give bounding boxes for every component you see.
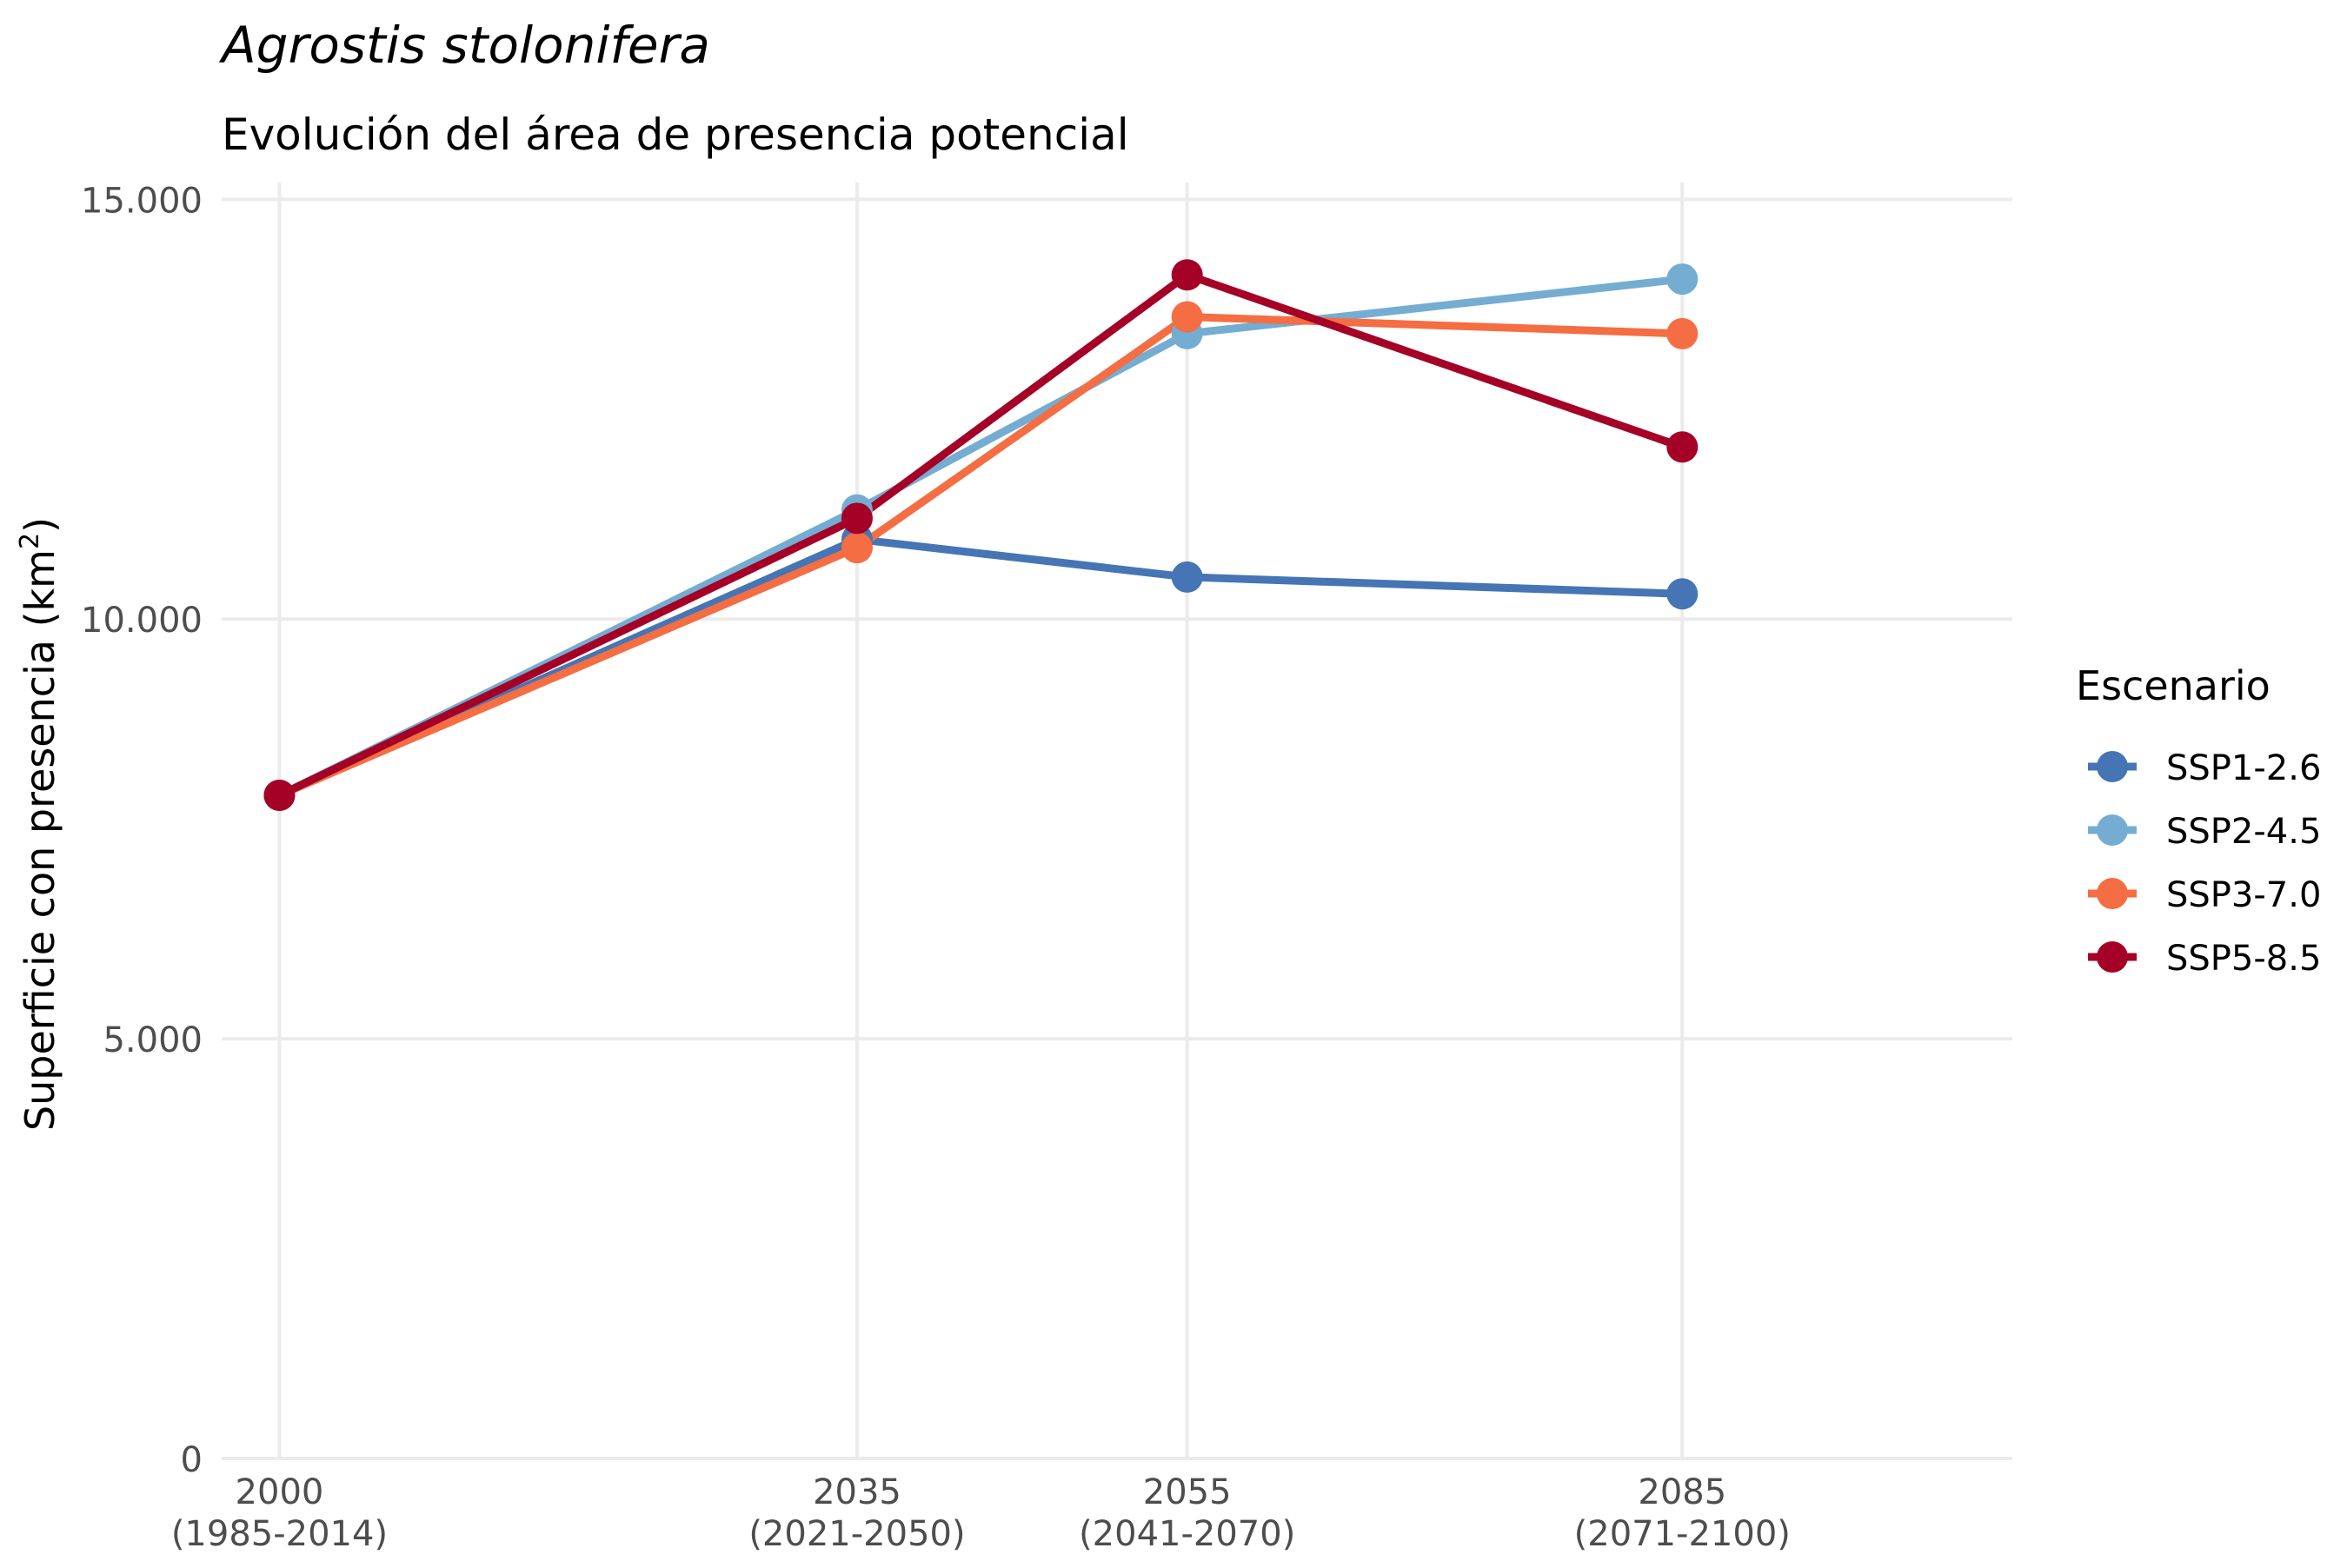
- x-tick-label: (2071-2100): [1574, 1514, 1791, 1554]
- series-line: [277, 275, 1683, 800]
- legend-label: SSP5-8.5: [2166, 939, 2321, 979]
- data-point: [1666, 263, 1699, 296]
- series-ssp5-8.5: [277, 270, 1684, 800]
- data-series: [263, 259, 1699, 812]
- y-tick-label: 15.000: [81, 181, 203, 221]
- legend-item: SSP2-4.5: [2088, 812, 2321, 852]
- legend-key-point: [2097, 878, 2128, 909]
- y-tick-label: 0: [181, 1440, 203, 1480]
- legend-key-point: [2097, 814, 2128, 846]
- legend-key-point: [2097, 941, 2128, 973]
- series-points-ssp2-4.5: [263, 263, 1699, 812]
- data-point: [841, 532, 873, 564]
- data-point: [1171, 259, 1203, 291]
- data-point: [1171, 301, 1203, 333]
- legend: Escenario SSP1-2.6 SSP2-4.5 SSP3-7.0 SSP5-8…: [2076, 662, 2321, 979]
- x-tick-label: 2085: [1638, 1472, 1726, 1512]
- x-tick-label: (1985-2014): [171, 1514, 388, 1554]
- y-axis-tick-labels: 0 5.000 10.000 15.000: [81, 181, 203, 1480]
- x-tick-label: 2035: [813, 1472, 901, 1512]
- legend-label: SSP2-4.5: [2166, 812, 2321, 852]
- data-point: [263, 780, 296, 812]
- data-point: [841, 502, 873, 535]
- legend-label: SSP3-7.0: [2166, 875, 2321, 915]
- x-tick-label: (2021-2050): [748, 1514, 965, 1554]
- legend-item: SSP1-2.6: [2088, 748, 2321, 788]
- legend-title: Escenario: [2076, 662, 2271, 709]
- x-tick-label: (2041-2070): [1079, 1514, 1295, 1554]
- data-point: [1666, 431, 1699, 463]
- legend-label: SSP1-2.6: [2166, 748, 2321, 788]
- legend-item: SSP3-7.0: [2088, 875, 2321, 915]
- series-line: [277, 270, 1684, 800]
- x-tick-label: 2055: [1143, 1472, 1232, 1512]
- series-points-ssp1-2.6: [263, 523, 1699, 812]
- series-ssp1-2.6: [277, 535, 1683, 800]
- chart-subtitle: Evolución del área de presencia potencia…: [222, 110, 1129, 160]
- data-point: [1666, 317, 1699, 349]
- x-axis-tick-labels: 2000(1985-2014) 2035(2021-2050) 2055(2041-…: [171, 1472, 1791, 1554]
- series-line: [277, 313, 1683, 800]
- chart-title: Agrostis stolonifera: [218, 16, 710, 75]
- legend-items: SSP1-2.6 SSP2-4.5 SSP3-7.0 SSP5-8.5: [2088, 748, 2321, 979]
- grid-lines: [222, 183, 2012, 1460]
- series-ssp2-4.5: [277, 275, 1683, 800]
- legend-key-point: [2097, 751, 2128, 782]
- y-tick-label: 10.000: [81, 601, 203, 641]
- legend-item: SSP5-8.5: [2088, 939, 2321, 979]
- series-line: [277, 535, 1683, 800]
- series-ssp3-7.0: [277, 313, 1683, 800]
- data-point: [1666, 578, 1699, 610]
- data-point: [1171, 561, 1203, 593]
- y-tick-label: 5.000: [103, 1020, 203, 1060]
- x-tick-label: 2000: [236, 1472, 324, 1512]
- y-axis-label: Superficie con presencia (km2): [15, 517, 63, 1131]
- series-points-ssp5-8.5: [263, 259, 1699, 812]
